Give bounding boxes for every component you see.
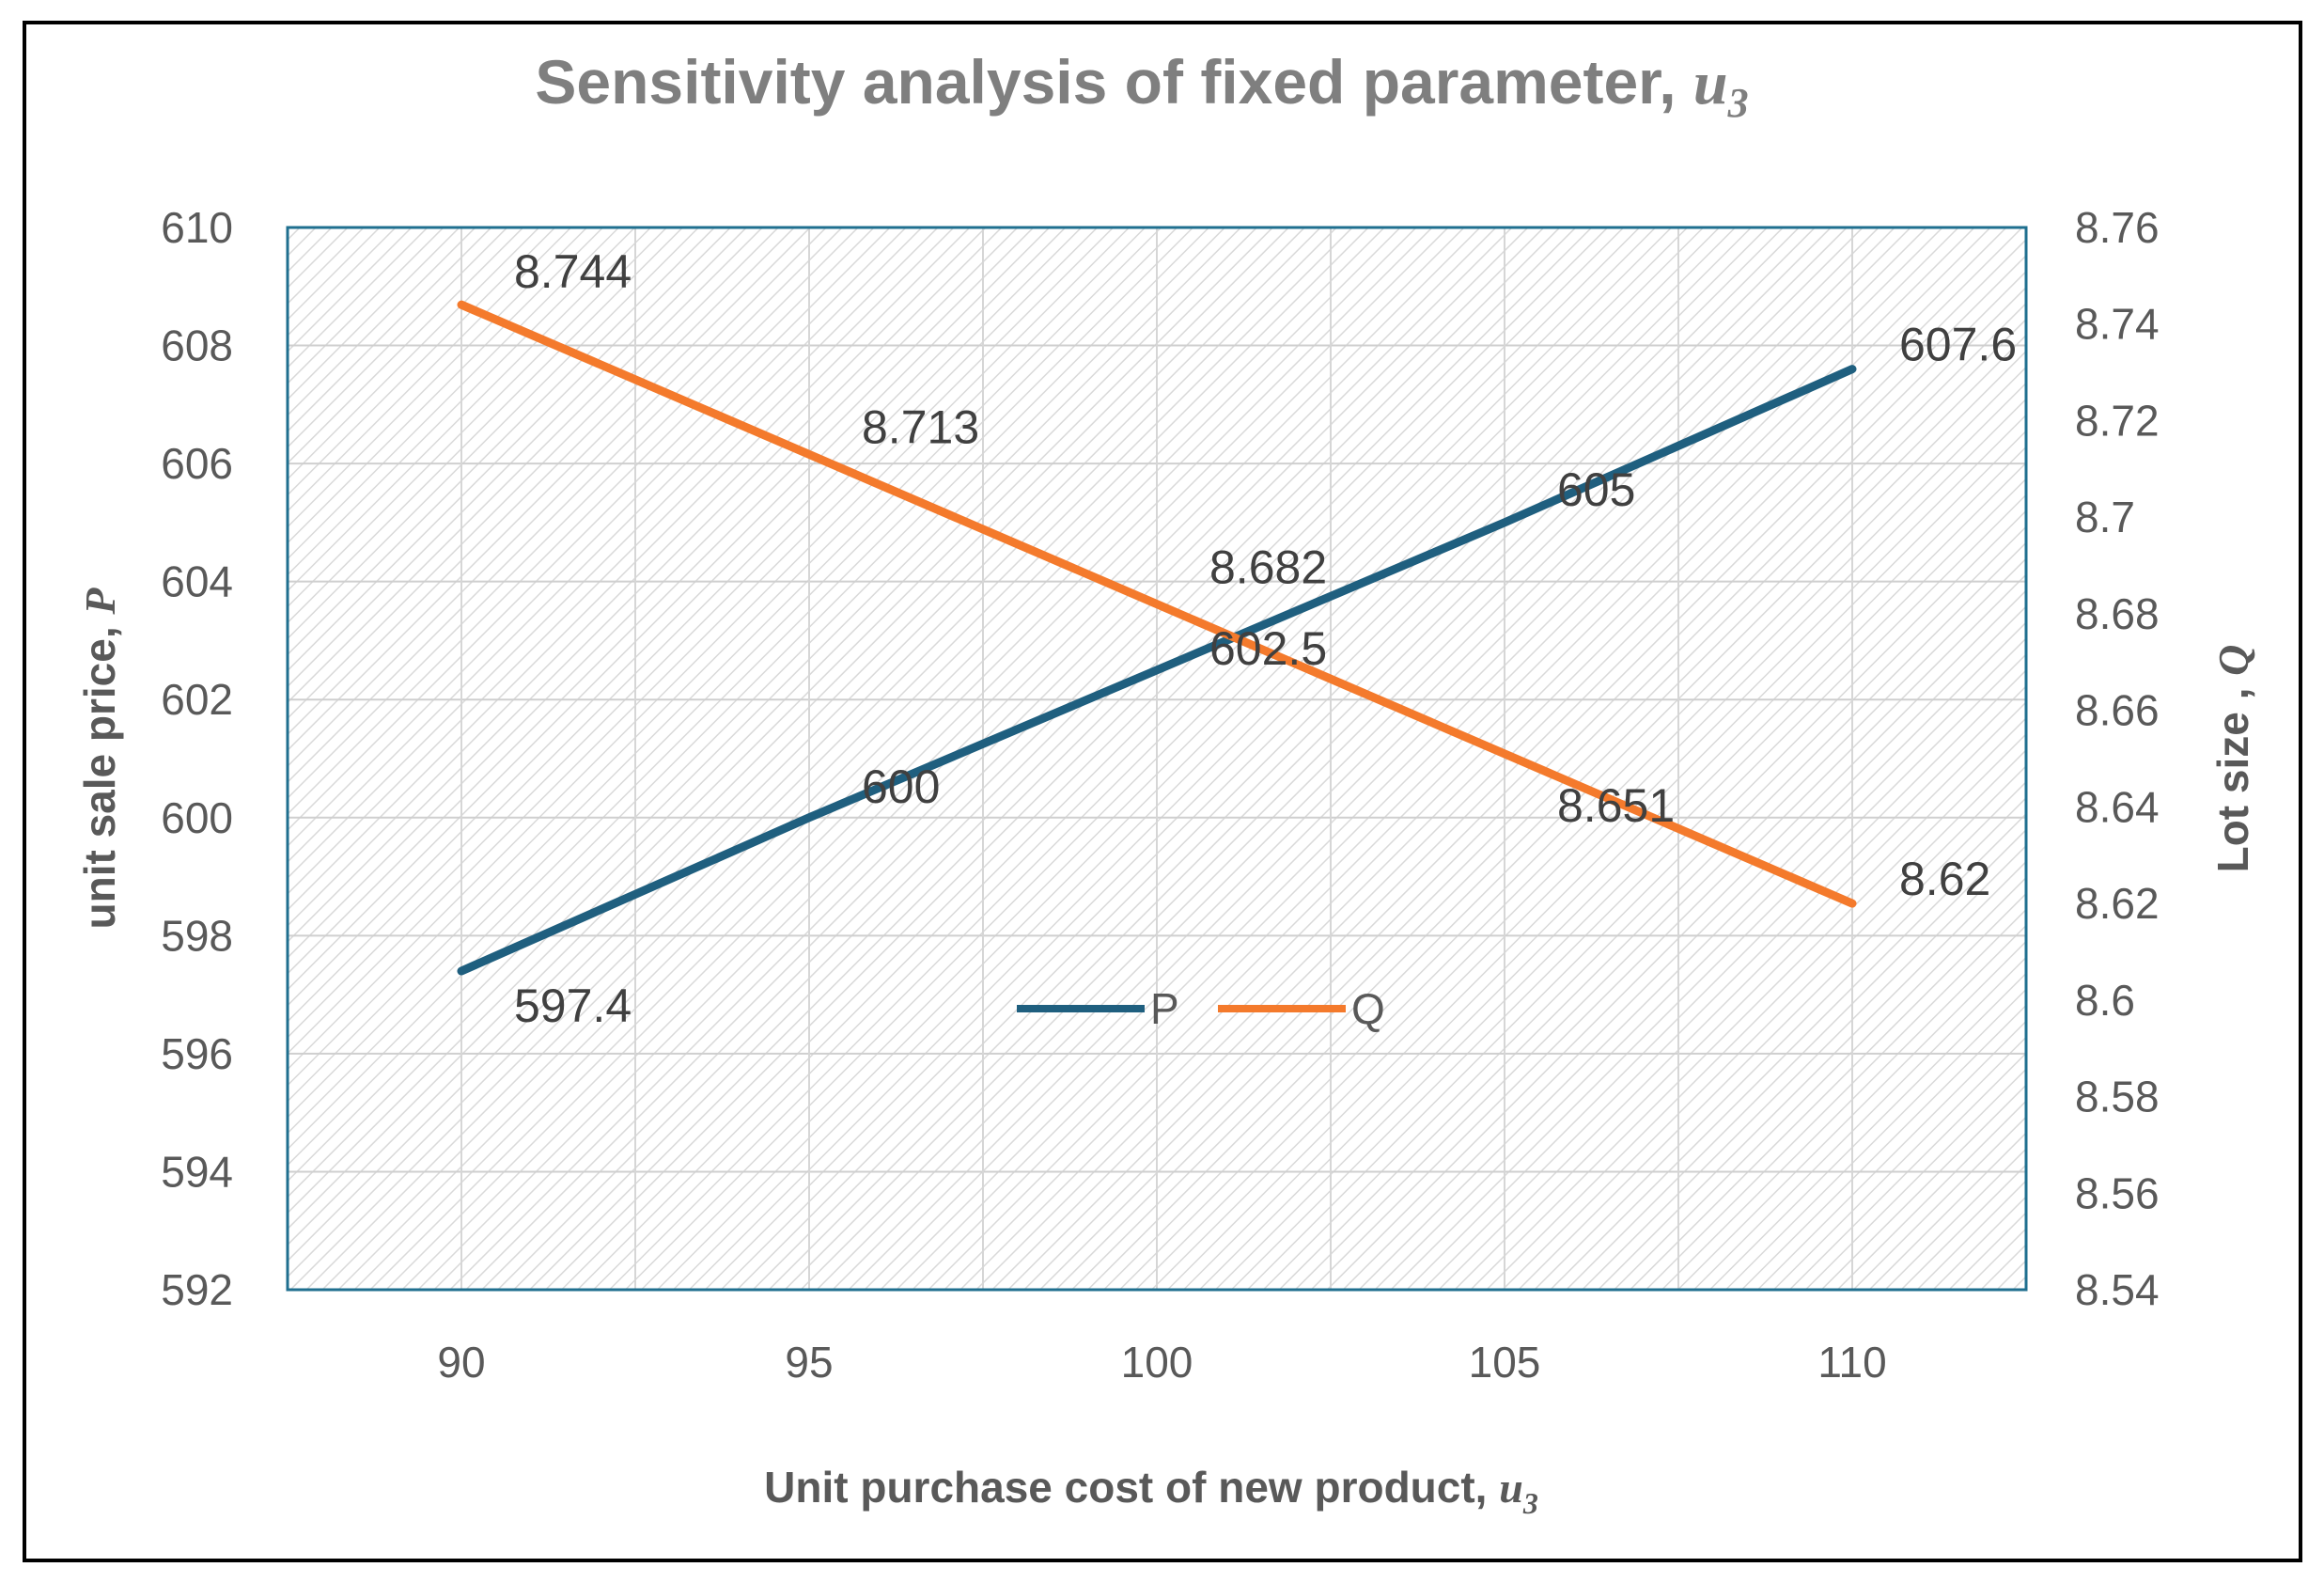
y-left-tick-label: 604 bbox=[161, 557, 233, 606]
y-left-tick-label: 606 bbox=[161, 439, 233, 488]
y-left-axis-title: unit sale price, P bbox=[75, 588, 124, 930]
data-point-p bbox=[460, 970, 462, 972]
data-point-q bbox=[1156, 603, 1158, 605]
x-tick-label: 105 bbox=[1469, 1338, 1541, 1387]
y-right-axis-title: Lot size , Q bbox=[2208, 645, 2257, 873]
series-lines bbox=[457, 300, 1857, 976]
legend: P Q bbox=[1017, 984, 1385, 1033]
data-point-p bbox=[1851, 368, 1853, 370]
y-right-tick-label: 8.76 bbox=[2075, 203, 2160, 252]
y-right-tick-label: 8.7 bbox=[2075, 493, 2135, 541]
data-label-q: 8.713 bbox=[862, 400, 979, 453]
data-point-p bbox=[1156, 669, 1158, 671]
data-labels: 597.4 600 602.5 605 607.6 8.744 8.713 8.682 8.65… bbox=[514, 245, 2017, 1032]
y-right-tick-label: 8.66 bbox=[2075, 686, 2160, 735]
y-left-tick-label: 596 bbox=[161, 1029, 233, 1078]
y-right-tick-label: 8.74 bbox=[2075, 300, 2160, 349]
right-axis: 8.76 8.74 8.72 8.7 8.68 8.66 8.64 8.62 8.6 8.58 8.… bbox=[2075, 203, 2160, 1314]
y-left-tick-label: 592 bbox=[161, 1265, 233, 1314]
data-label-q: 8.62 bbox=[1899, 853, 1990, 905]
y-right-tick-label: 8.72 bbox=[2075, 396, 2160, 445]
y-right-tick-label: 8.62 bbox=[2075, 879, 2160, 928]
data-label-q: 8.744 bbox=[514, 245, 632, 298]
y-left-tick-label: 598 bbox=[161, 911, 233, 960]
data-label-p: 602.5 bbox=[1209, 622, 1327, 675]
x-tick-label: 110 bbox=[1817, 1338, 1886, 1387]
data-point-p bbox=[808, 817, 810, 819]
data-label-p: 607.6 bbox=[1899, 319, 2017, 371]
x-axis: 90 95 100 105 110 bbox=[437, 1338, 1886, 1387]
y-right-tick-label: 8.58 bbox=[2075, 1073, 2160, 1121]
x-tick-label: 100 bbox=[1121, 1338, 1193, 1387]
data-point-q bbox=[460, 304, 462, 306]
x-axis-title: Unit purchase cost of new product, u3 bbox=[764, 1463, 1538, 1520]
plot-border bbox=[286, 226, 2028, 1292]
y-right-tick-label: 8.6 bbox=[2075, 976, 2135, 1025]
data-point-q bbox=[808, 453, 810, 455]
left-axis: 610 608 606 604 602 600 598 596 594 592 bbox=[161, 203, 233, 1314]
y-left-tick-label: 608 bbox=[161, 321, 233, 370]
y-left-tick-label: 600 bbox=[161, 793, 233, 842]
data-point-q bbox=[1851, 902, 1853, 904]
y-left-tick-label: 610 bbox=[161, 203, 233, 252]
legend-label-p: P bbox=[1150, 984, 1179, 1033]
y-right-tick-label: 8.64 bbox=[2075, 782, 2160, 831]
gridlines bbox=[288, 227, 2026, 1291]
y-right-tick-label: 8.56 bbox=[2075, 1168, 2160, 1217]
y-right-tick-label: 8.54 bbox=[2075, 1265, 2160, 1314]
x-tick-label: 95 bbox=[785, 1338, 833, 1387]
legend-label-q: Q bbox=[1351, 984, 1385, 1033]
y-right-tick-label: 8.68 bbox=[2075, 589, 2160, 638]
data-label-q: 8.651 bbox=[1557, 779, 1675, 832]
data-label-q: 8.682 bbox=[1209, 541, 1327, 594]
chart-title: Sensitivity analysis of fixed parameter,… bbox=[535, 47, 1748, 126]
x-tick-label: 90 bbox=[437, 1338, 485, 1387]
data-label-p: 597.4 bbox=[514, 980, 632, 1032]
y-left-tick-label: 594 bbox=[161, 1147, 233, 1196]
data-label-p: 600 bbox=[862, 760, 940, 813]
data-label-p: 605 bbox=[1557, 463, 1635, 516]
y-left-tick-label: 602 bbox=[161, 675, 233, 724]
